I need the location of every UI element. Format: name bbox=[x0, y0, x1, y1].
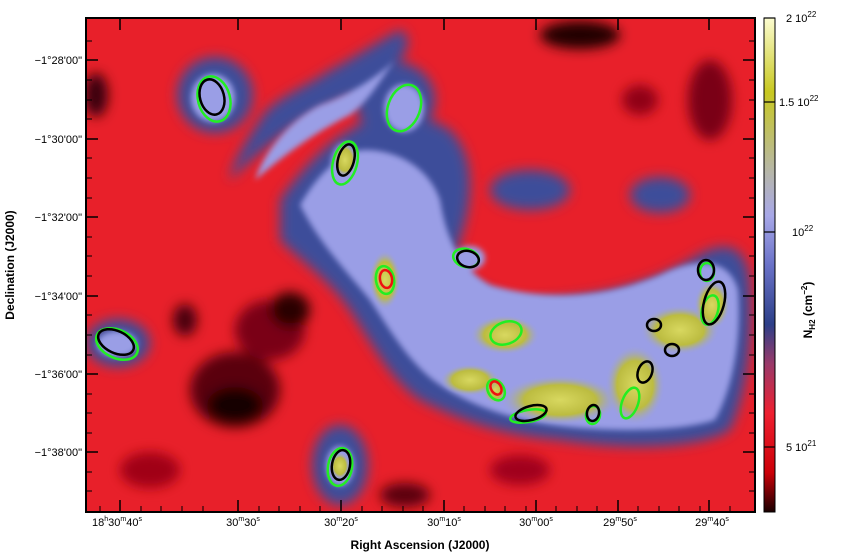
x-tick-labels: 18h30m40s 30m30s 30m20s 30m10s 30m00s 29… bbox=[92, 516, 729, 529]
source-ellipse-black bbox=[636, 360, 654, 384]
source-ellipse-red bbox=[378, 268, 394, 290]
y-tick-label: −1°34'00" bbox=[35, 291, 83, 303]
frame-minor-ticks bbox=[86, 40, 755, 512]
source-ellipse-green bbox=[330, 140, 360, 186]
dark-low-density-regions bbox=[86, 21, 732, 507]
source-ellipse-green bbox=[485, 378, 507, 402]
x-tick-label: 30m20s bbox=[324, 516, 358, 529]
x-tick-label: 18h30m40s bbox=[92, 516, 143, 529]
colorbar-tick-label: 1022 bbox=[792, 224, 814, 239]
map-frame bbox=[85, 17, 756, 513]
colorbar-tick-label: 5 1021 bbox=[786, 439, 817, 454]
x-tick-label: 29m50s bbox=[603, 516, 637, 529]
source-ellipse-black bbox=[645, 317, 663, 333]
source-ellipse-black bbox=[198, 78, 226, 116]
source-ellipses bbox=[94, 75, 727, 488]
source-ellipse-black bbox=[663, 342, 681, 358]
source-ellipse-black bbox=[585, 403, 601, 423]
colorbar: 2 1022 1.5 1022 1022 5 1021 NH2 (cm−2) bbox=[763, 10, 819, 513]
y-tick-label: −1°38'00" bbox=[35, 447, 83, 459]
source-ellipse-green bbox=[385, 83, 423, 133]
x-tick-label: 30m00s bbox=[519, 516, 553, 529]
source-ellipse-green bbox=[489, 320, 523, 346]
colorbar-tick-label: 1.5 1022 bbox=[779, 94, 819, 109]
source-ellipse-black bbox=[701, 280, 727, 326]
y-tick-label: −1°32'00" bbox=[35, 212, 83, 224]
source-ellipse-red bbox=[489, 380, 503, 396]
source-ellipse-green bbox=[94, 327, 140, 361]
source-ellipse-black bbox=[330, 448, 352, 482]
source-ellipse-black bbox=[335, 143, 357, 177]
colorbar-tick-label: 2 1022 bbox=[786, 10, 817, 25]
colorbar-title: NH2 (cm−2) bbox=[800, 282, 817, 339]
source-ellipse-black bbox=[455, 249, 481, 269]
colorbar-gradient bbox=[763, 17, 776, 513]
y-tick-label: −1°30'00" bbox=[35, 134, 83, 146]
source-ellipse-green bbox=[326, 446, 354, 488]
y-tick-labels: −1°28'00" −1°30'00" −1°32'00" −1°34'00" … bbox=[35, 55, 83, 459]
source-ellipse-green bbox=[196, 75, 232, 123]
column-density-map bbox=[86, 18, 755, 512]
source-ellipse-black bbox=[96, 327, 136, 357]
source-ellipse-green bbox=[374, 264, 396, 296]
x-tick-label: 29m40s bbox=[695, 516, 729, 529]
x-axis-title: Right Ascension (J2000) bbox=[351, 538, 490, 552]
source-ellipse-green bbox=[619, 386, 641, 420]
x-tick-label: 30m30s bbox=[226, 516, 260, 529]
y-axis-title: Declination (J2000) bbox=[3, 210, 17, 319]
y-tick-label: −1°28'00" bbox=[35, 55, 83, 67]
x-tick-label: 30m10s bbox=[427, 516, 461, 529]
y-tick-label: −1°36'00" bbox=[35, 369, 83, 381]
source-ellipse-black bbox=[514, 403, 548, 423]
frame-ticks bbox=[86, 18, 755, 512]
source-ellipse-black bbox=[696, 258, 716, 282]
